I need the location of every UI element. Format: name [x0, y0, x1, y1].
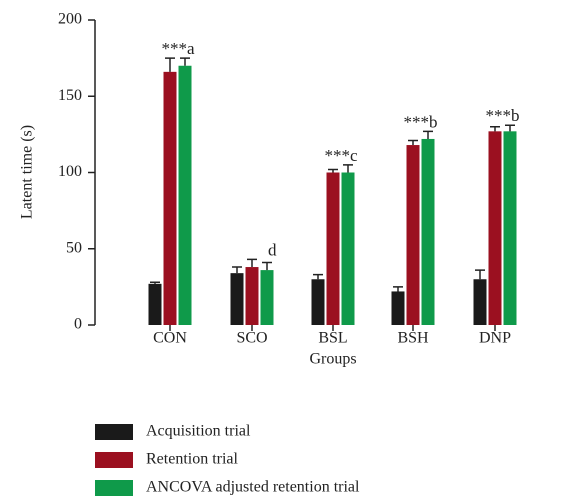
error-bar	[490, 126, 500, 132]
annotation: ***a	[161, 39, 195, 58]
legend-swatch	[95, 480, 133, 496]
error-bar	[180, 57, 190, 66]
error-bar	[247, 258, 257, 268]
legend-swatch	[95, 424, 133, 440]
error-bar	[343, 164, 353, 173]
error-bar	[150, 281, 160, 284]
bar	[163, 71, 177, 325]
bar	[406, 145, 420, 325]
error-bar	[505, 124, 515, 132]
x-axis-label: Groups	[309, 351, 356, 368]
error-bar	[232, 266, 242, 274]
bar	[326, 172, 340, 325]
bar	[230, 273, 244, 325]
bar	[488, 131, 502, 325]
bar	[503, 131, 517, 325]
annotation: ***c	[324, 146, 358, 165]
error-bar	[423, 130, 433, 139]
x-tick-label: BSH	[397, 330, 429, 347]
error-bar	[165, 57, 175, 72]
annotation: ***b	[404, 112, 438, 131]
legend-swatch	[95, 452, 133, 468]
error-bar	[475, 269, 485, 280]
error-bar	[262, 261, 272, 271]
bar	[391, 291, 405, 325]
bar	[245, 267, 259, 325]
bar	[341, 172, 355, 325]
bar	[178, 65, 192, 325]
error-bar	[313, 273, 323, 280]
error-bar	[328, 168, 338, 173]
y-tick-label: 100	[58, 163, 82, 180]
bar	[311, 279, 325, 325]
annotation: d	[268, 240, 277, 259]
x-tick-label: SCO	[236, 330, 267, 347]
error-bar	[408, 139, 418, 146]
legend-label: ANCOVA adjusted retention trial	[146, 479, 360, 496]
error-bar	[393, 286, 403, 292]
x-tick-label: DNP	[479, 330, 511, 347]
x-tick-label: CON	[153, 330, 187, 347]
y-axis-label: Latent time (s)	[19, 125, 36, 219]
y-tick-label: 150	[58, 87, 82, 104]
x-tick-label: BSL	[318, 330, 347, 347]
bar	[260, 270, 274, 325]
y-tick-label: 200	[58, 11, 82, 28]
bar	[421, 138, 435, 325]
bar	[473, 279, 487, 325]
bar	[148, 283, 162, 325]
legend-label: Acquisition trial	[146, 423, 251, 440]
y-tick-label: 50	[66, 239, 82, 256]
y-tick-label: 0	[74, 316, 82, 333]
annotation: ***b	[486, 106, 520, 125]
legend-label: Retention trial	[146, 451, 239, 468]
